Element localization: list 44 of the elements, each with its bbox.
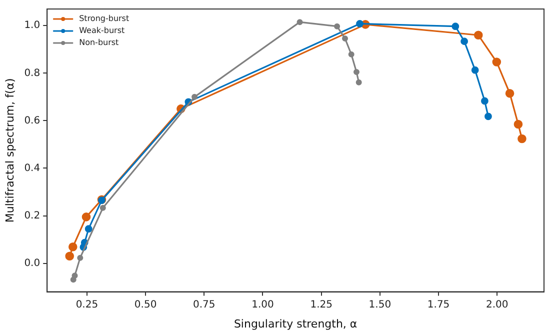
point	[72, 272, 78, 279]
point	[334, 23, 340, 30]
point	[342, 35, 348, 42]
legend-label: Non-burst	[79, 38, 119, 48]
legend-label: Strong-burst	[79, 14, 130, 24]
y-tick-label: 0.2	[24, 210, 40, 222]
y-tick-label: 0.6	[24, 115, 40, 126]
point	[68, 242, 78, 252]
x-tick-label: 1.25	[310, 299, 332, 310]
point	[82, 212, 91, 222]
x-tick-label: 2.00	[486, 299, 508, 310]
point	[481, 97, 488, 105]
point	[492, 58, 502, 66]
point	[84, 225, 92, 233]
x-tick-label: 0.25	[76, 299, 98, 310]
point	[484, 112, 492, 120]
x-tick-label: 1.75	[427, 299, 450, 310]
legend-label: Weak-burst	[79, 26, 125, 36]
y-tick-label: 0.0	[24, 258, 40, 269]
point	[471, 66, 479, 74]
point	[348, 51, 354, 58]
point	[192, 94, 198, 100]
point	[452, 22, 460, 30]
x-tick-label: 0.50	[134, 299, 157, 310]
y-tick-label: 0.4	[24, 162, 40, 174]
point	[460, 38, 468, 46]
point	[474, 30, 483, 40]
point	[518, 134, 526, 144]
point	[356, 20, 364, 28]
y-axis-title: Multifractal spectrum, f(α)	[3, 78, 16, 223]
point	[65, 252, 74, 261]
x-tick-label: 1.50	[368, 299, 392, 310]
x-tick-label: 0.75	[193, 299, 216, 310]
y-tick-label: 1.0	[24, 20, 40, 32]
point	[77, 254, 84, 261]
y-tick-label: 0.8	[24, 68, 40, 79]
point	[356, 79, 362, 86]
x-tick-label: 1.00	[252, 299, 274, 310]
x-axis-title: Singularity strength, α	[234, 317, 358, 330]
point	[514, 120, 523, 129]
point	[100, 204, 106, 211]
point	[505, 88, 514, 98]
point	[353, 68, 360, 75]
point	[296, 19, 303, 26]
